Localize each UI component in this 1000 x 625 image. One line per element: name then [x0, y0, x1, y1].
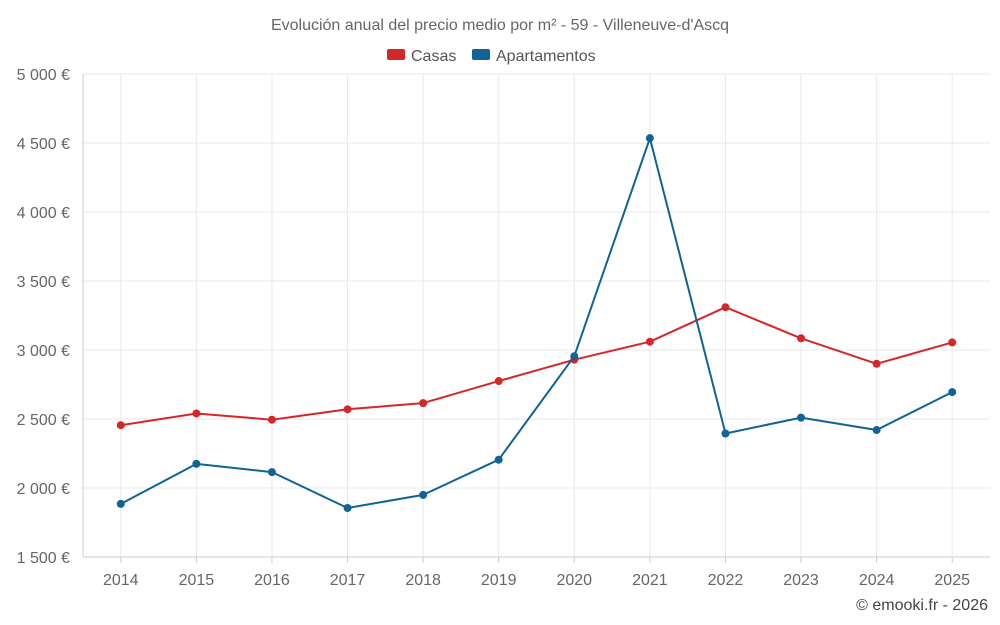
x-tick-label: 2016: [254, 572, 290, 589]
data-point-casas-2015[interactable]: [192, 409, 201, 418]
x-axis: 2014 2015 2016 2017 2018 2019 2020 2021 2022 2023…: [83, 556, 990, 589]
data-point-casas-2016[interactable]: [267, 415, 276, 424]
y-axis: 1 500 € 2 000 € 2 500 € 3 000 € 3 500 € 4 000…: [17, 67, 84, 567]
legend-swatch-apartamentos: [472, 49, 490, 60]
legend-swatch-casas: [387, 49, 405, 60]
data-point-casas-2023[interactable]: [797, 334, 806, 343]
data-point-apartamentos-2022[interactable]: [721, 429, 730, 438]
chart-legend: Casas Apartamentos: [387, 48, 596, 65]
x-tick-label: 2022: [708, 572, 744, 589]
data-point-casas-2025[interactable]: [948, 338, 957, 347]
y-tick-label: 1 500 €: [17, 550, 70, 567]
data-point-apartamentos-2020[interactable]: [570, 352, 579, 361]
x-tick-label: 2020: [556, 572, 592, 589]
data-point-casas-2018[interactable]: [419, 399, 428, 408]
data-point-apartamentos-2018[interactable]: [419, 490, 428, 499]
data-point-casas-2017[interactable]: [343, 405, 352, 414]
y-tick-label: 2 000 €: [17, 481, 70, 498]
y-tick-label: 5 000 €: [17, 67, 70, 84]
x-tick-label: 2017: [330, 572, 366, 589]
x-tick-label: 2018: [405, 572, 441, 589]
x-tick-label: 2023: [783, 572, 819, 589]
y-tick-label: 4 000 €: [17, 205, 70, 222]
data-point-apartamentos-2024[interactable]: [872, 426, 881, 435]
data-point-apartamentos-2014[interactable]: [116, 499, 125, 508]
data-point-apartamentos-2016[interactable]: [267, 468, 276, 477]
data-point-casas-2014[interactable]: [116, 421, 125, 430]
chart-title: Evolución anual del precio medio por m² …: [271, 17, 729, 34]
data-point-apartamentos-2023[interactable]: [797, 413, 806, 422]
x-tick-label: 2025: [934, 572, 970, 589]
series-line-apartamentos: [120, 137, 953, 509]
x-tick-label: 2024: [859, 572, 895, 589]
series-line-casas: [120, 306, 953, 427]
data-point-casas-2022[interactable]: [721, 303, 730, 312]
data-point-casas-2021[interactable]: [645, 337, 654, 346]
x-tick-label: 2021: [632, 572, 668, 589]
data-point-casas-2019[interactable]: [494, 377, 503, 386]
data-point-apartamentos-2021[interactable]: [645, 134, 654, 143]
data-point-apartamentos-2019[interactable]: [494, 455, 503, 464]
credit-text: © emooki.fr - 2026: [856, 597, 988, 614]
x-tick-label: 2019: [481, 572, 517, 589]
data-point-apartamentos-2025[interactable]: [948, 388, 957, 397]
series-group: [116, 134, 957, 513]
data-point-apartamentos-2017[interactable]: [343, 504, 352, 513]
x-tick-label: 2014: [103, 572, 139, 589]
legend-label-casas[interactable]: Casas: [411, 48, 456, 65]
y-tick-label: 4 500 €: [17, 136, 70, 153]
y-tick-label: 2 500 €: [17, 412, 70, 429]
legend-label-apartamentos[interactable]: Apartamentos: [496, 48, 596, 65]
data-point-casas-2024[interactable]: [872, 359, 881, 368]
x-tick-label: 2015: [179, 572, 215, 589]
grid: [83, 73, 990, 557]
y-tick-label: 3 000 €: [17, 343, 70, 360]
y-tick-label: 3 500 €: [17, 274, 70, 291]
data-point-apartamentos-2015[interactable]: [192, 459, 201, 468]
